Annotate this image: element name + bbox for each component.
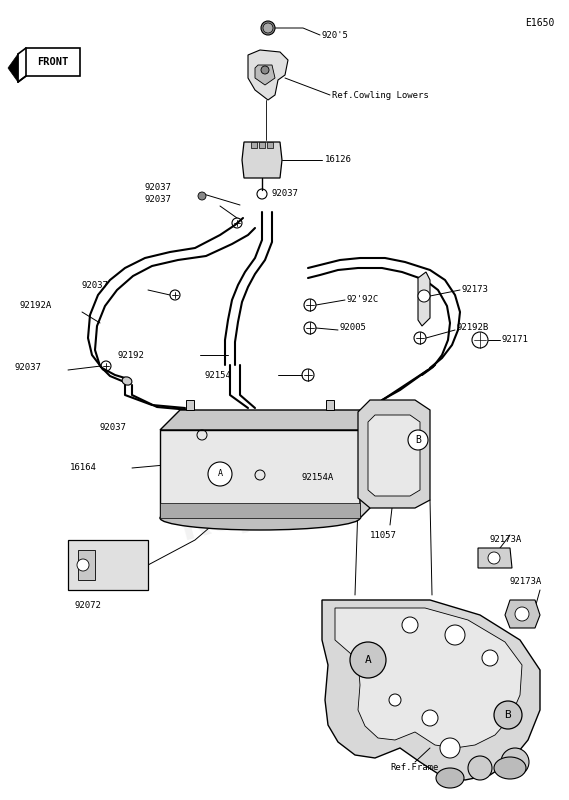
- Text: B: B: [505, 710, 512, 720]
- Text: 92192A: 92192A: [20, 301, 52, 310]
- Polygon shape: [259, 142, 265, 148]
- Text: Parts
Republika: Parts Republika: [164, 412, 396, 548]
- Text: 92173A: 92173A: [510, 578, 542, 586]
- Polygon shape: [322, 600, 540, 780]
- Polygon shape: [160, 410, 380, 430]
- Circle shape: [418, 290, 430, 302]
- Text: 11057: 11057: [370, 530, 397, 539]
- Text: 92154: 92154: [205, 370, 232, 379]
- Ellipse shape: [122, 377, 132, 385]
- Polygon shape: [248, 50, 288, 100]
- Polygon shape: [160, 503, 360, 518]
- Text: 92005: 92005: [340, 323, 367, 333]
- Text: 92037: 92037: [15, 363, 42, 373]
- Polygon shape: [186, 400, 194, 410]
- Text: 92173: 92173: [462, 286, 489, 294]
- Circle shape: [468, 756, 492, 780]
- Circle shape: [350, 642, 386, 678]
- Polygon shape: [326, 400, 334, 410]
- Polygon shape: [255, 65, 275, 85]
- Text: 92154A: 92154A: [302, 474, 334, 482]
- Text: A: A: [217, 470, 222, 478]
- Text: 92037: 92037: [100, 423, 127, 433]
- Circle shape: [198, 192, 206, 200]
- Polygon shape: [251, 142, 257, 148]
- Polygon shape: [360, 410, 380, 518]
- Text: 92072: 92072: [75, 601, 101, 610]
- Polygon shape: [78, 550, 95, 580]
- Text: 920'5: 920'5: [322, 30, 349, 39]
- Circle shape: [482, 650, 498, 666]
- Circle shape: [77, 559, 89, 571]
- Text: 92192: 92192: [118, 350, 145, 359]
- Circle shape: [263, 23, 273, 33]
- Text: Ref.Cowling Lowers: Ref.Cowling Lowers: [332, 90, 429, 99]
- Polygon shape: [368, 415, 420, 496]
- Text: B: B: [415, 435, 421, 445]
- Text: Ref.Frame: Ref.Frame: [390, 763, 438, 773]
- Circle shape: [440, 738, 460, 758]
- Text: 92037: 92037: [145, 195, 172, 205]
- Polygon shape: [358, 400, 430, 508]
- Text: A: A: [365, 655, 372, 665]
- Circle shape: [408, 430, 428, 450]
- Text: 92171: 92171: [502, 335, 529, 345]
- Circle shape: [515, 607, 529, 621]
- Ellipse shape: [436, 768, 464, 788]
- Circle shape: [445, 625, 465, 645]
- Circle shape: [261, 21, 275, 35]
- Polygon shape: [505, 600, 540, 628]
- Ellipse shape: [494, 757, 526, 779]
- Text: 92037: 92037: [145, 183, 172, 193]
- Polygon shape: [242, 142, 282, 178]
- Polygon shape: [68, 540, 148, 590]
- Ellipse shape: [160, 506, 360, 530]
- Circle shape: [501, 748, 529, 776]
- Circle shape: [261, 66, 269, 74]
- Text: 92037: 92037: [82, 281, 109, 290]
- Polygon shape: [26, 48, 80, 76]
- Text: 92037: 92037: [272, 190, 299, 198]
- Circle shape: [208, 462, 232, 486]
- Text: FRONT: FRONT: [38, 57, 69, 67]
- Circle shape: [488, 552, 500, 564]
- Polygon shape: [335, 608, 522, 748]
- Circle shape: [402, 617, 418, 633]
- Text: 16126: 16126: [325, 155, 352, 165]
- Text: E1650: E1650: [526, 18, 555, 28]
- Polygon shape: [418, 272, 430, 326]
- Circle shape: [389, 694, 401, 706]
- Polygon shape: [267, 142, 273, 148]
- Polygon shape: [8, 54, 18, 82]
- Polygon shape: [478, 548, 512, 568]
- Polygon shape: [160, 430, 360, 518]
- Text: 92173A: 92173A: [490, 535, 522, 545]
- Text: 16164: 16164: [70, 462, 97, 471]
- Circle shape: [422, 710, 438, 726]
- Circle shape: [494, 701, 522, 729]
- Text: 92'92C: 92'92C: [347, 295, 380, 305]
- Text: 92192B: 92192B: [457, 323, 489, 333]
